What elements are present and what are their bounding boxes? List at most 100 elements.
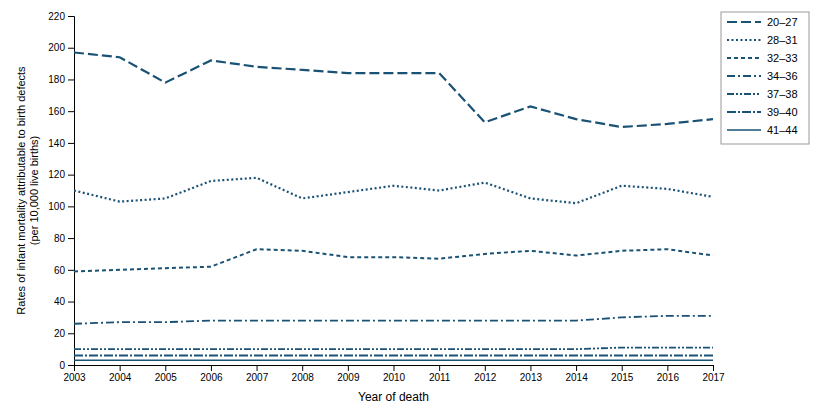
series-line [74, 316, 713, 324]
series-line [74, 359, 713, 361]
legend-item: 28–31 [727, 34, 798, 46]
y-tick-label: 60 [54, 265, 66, 276]
x-tick-mark [394, 365, 395, 371]
x-tick-label: 2008 [292, 372, 315, 383]
x-tick-label: 2016 [657, 372, 680, 383]
legend-frame [721, 12, 809, 144]
y-tick-label: 220 [48, 11, 65, 22]
x-tick: 2013 [520, 365, 543, 383]
series-line [74, 348, 713, 350]
y-tick: 220 [48, 11, 74, 22]
x-tick: 2011 [429, 365, 451, 383]
y-tick: 180 [48, 74, 74, 85]
y-axis-title: Rates of infant mortality attributable t… [15, 66, 40, 315]
y-tick-label: 140 [48, 138, 65, 149]
x-tick-label: 2004 [109, 372, 132, 383]
x-tick-mark [713, 365, 714, 371]
y-axis-line [68, 17, 75, 366]
legend-label: 28–31 [767, 34, 798, 46]
legend-item: 41–44 [727, 124, 798, 136]
x-tick-mark [120, 365, 121, 371]
y-tick: 80 [54, 233, 74, 244]
x-tick: 2006 [200, 365, 223, 383]
y-tick-mark [68, 79, 74, 80]
x-tick: 2007 [246, 365, 269, 383]
y-tick: 100 [48, 201, 74, 212]
y-tick-mark [68, 16, 74, 17]
y-tick-mark [68, 270, 74, 271]
legend-label: 20–27 [767, 16, 798, 28]
x-tick-label: 2007 [246, 372, 269, 383]
series-line [74, 178, 713, 203]
x-tick: 2012 [474, 365, 497, 383]
series-line [74, 52, 713, 127]
x-tick-mark [576, 365, 577, 371]
legend-item: 39–40 [727, 106, 798, 118]
x-tick-label: 2005 [155, 372, 178, 383]
x-tick-label: 2003 [63, 372, 86, 383]
series-line [74, 249, 713, 271]
legend-label: 39–40 [767, 106, 798, 118]
x-tick-label: 2013 [520, 372, 543, 383]
x-tick-label: 2012 [474, 372, 497, 383]
legend-item: 20–27 [727, 16, 798, 28]
y-tick: 140 [48, 138, 74, 149]
legend-swatch [727, 39, 761, 41]
legend-item: 32–33 [727, 52, 798, 64]
y-tick: 0 [59, 360, 74, 371]
y-tick-mark [68, 302, 74, 303]
x-axis-title: Year of death [358, 390, 429, 404]
x-tick-label: 2010 [383, 372, 406, 383]
legend-swatch [727, 21, 761, 23]
y-tick-label: 180 [48, 74, 65, 85]
x-tick: 2015 [611, 365, 634, 383]
x-tick-label: 2009 [337, 372, 360, 383]
y-tick-label: 160 [48, 106, 65, 117]
legend-swatch [727, 57, 761, 59]
x-tick-label: 2015 [611, 372, 634, 383]
x-tick-mark [302, 365, 303, 371]
y-tick-label: 100 [48, 201, 65, 212]
y-tick-label: 40 [54, 296, 66, 307]
y-axis-title-line: Rates of infant mortality attributable t… [15, 66, 27, 315]
y-axis: 020406080100120140160180200220 [48, 11, 74, 371]
y-tick: 40 [54, 296, 74, 307]
legend: 20–27 28–31 32–33 34–36 37–38 39–40 41–44 [721, 12, 809, 144]
x-tick-mark [257, 365, 258, 371]
x-tick-label: 2011 [429, 372, 451, 383]
y-axis-title-line: (per 10,000 live births) [28, 136, 40, 245]
legend-label: 37–38 [767, 88, 798, 100]
y-tick: 20 [54, 328, 74, 339]
x-tick-mark [485, 365, 486, 371]
x-tick-mark [439, 365, 440, 371]
legend-swatch [727, 129, 761, 131]
x-tick-mark [348, 365, 349, 371]
x-tick-mark [622, 365, 623, 371]
y-tick: 160 [48, 106, 74, 117]
plot-area: 2003 2004 2005 2006 2007 2008 2009 2010 2011 2012… [15, 11, 725, 404]
y-tick-mark [68, 143, 74, 144]
y-tick-mark [68, 111, 74, 112]
x-tick-mark [211, 365, 212, 371]
legend-label: 32–33 [767, 52, 798, 64]
legend-swatch [727, 75, 761, 77]
y-tick-mark [68, 333, 74, 334]
y-tick-mark [68, 48, 74, 49]
y-tick-mark [68, 175, 74, 176]
y-tick: 60 [54, 265, 74, 276]
x-tick-mark [667, 365, 668, 371]
x-tick: 2010 [383, 365, 406, 383]
x-tick: 2009 [337, 365, 360, 383]
y-tick-label: 0 [59, 360, 65, 371]
x-tick: 2008 [292, 365, 315, 383]
x-tick: 2005 [155, 365, 178, 383]
x-tick: 2014 [565, 365, 588, 383]
legend-label: 34–36 [767, 70, 798, 82]
x-tick-label: 2014 [565, 372, 588, 383]
legend-item: 37–38 [727, 88, 798, 100]
x-tick: 2004 [109, 365, 132, 383]
legend-label: 41–44 [767, 124, 798, 136]
series-line [74, 355, 713, 357]
x-tick-mark [165, 365, 166, 371]
legend-item: 34–36 [727, 70, 798, 82]
